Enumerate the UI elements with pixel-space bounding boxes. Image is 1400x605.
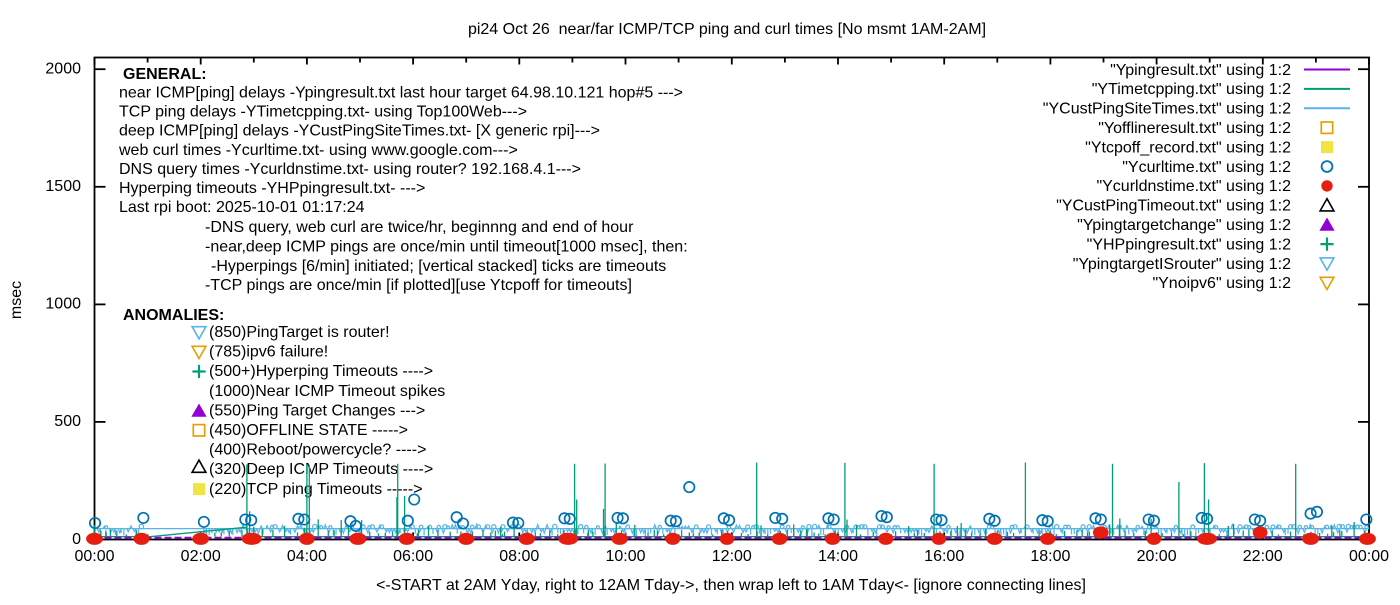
svg-text:-DNS query, web curl are twice: -DNS query, web curl are twice/hr, begin… <box>205 219 634 236</box>
svg-text:"YCustPingSiteTimes.txt" using: "YCustPingSiteTimes.txt" using 1:2 <box>1043 101 1291 118</box>
svg-text:(450)OFFLINE STATE ----->: (450)OFFLINE STATE -----> <box>209 422 408 439</box>
svg-text:deep ICMP[ping] delays -YCustP: deep ICMP[ping] delays -YCustPingSiteTim… <box>119 123 600 140</box>
svg-text:14:00: 14:00 <box>818 548 858 565</box>
svg-text:-TCP pings are once/min [if pl: -TCP pings are once/min [if plotted][use… <box>205 277 632 294</box>
svg-text:"Ytcpoff_record.txt" using 1:2: "Ytcpoff_record.txt" using 1:2 <box>1085 139 1291 156</box>
svg-text:1000: 1000 <box>45 296 81 313</box>
svg-text:08:00: 08:00 <box>499 548 539 565</box>
svg-text:16:00: 16:00 <box>924 548 964 565</box>
svg-text:near ICMP[ping] delays -Ypingr: near ICMP[ping] delays -Ypingresult.txt … <box>119 85 683 102</box>
svg-text:(850)PingTarget is router!: (850)PingTarget is router! <box>209 324 390 341</box>
svg-text:Hyperping timeouts -YHPpingres: Hyperping timeouts -YHPpingresult.txt- -… <box>119 180 425 197</box>
svg-text:Last rpi boot: 2025-10-01 01:1: Last rpi boot: 2025-10-01 01:17:24 <box>119 199 365 216</box>
svg-text:-near,deep ICMP pings are once: -near,deep ICMP pings are once/min until… <box>205 238 688 255</box>
svg-text:(220)TCP ping Timeouts ----->: (220)TCP ping Timeouts -----> <box>209 481 423 498</box>
svg-text:20:00: 20:00 <box>1137 548 1177 565</box>
svg-text:ANOMALIES:: ANOMALIES: <box>123 307 224 324</box>
svg-text:06:00: 06:00 <box>393 548 433 565</box>
svg-text:02:00: 02:00 <box>181 548 221 565</box>
svg-text:00:00: 00:00 <box>1349 548 1389 565</box>
svg-text:"Ycurldnstime.txt" using 1:2: "Ycurldnstime.txt" using 1:2 <box>1096 178 1291 195</box>
svg-text:(1000)Near ICMP Timeout spikes: (1000)Near ICMP Timeout spikes <box>209 383 445 400</box>
svg-text:(550)Ping Target Changes --->: (550)Ping Target Changes ---> <box>209 402 425 419</box>
svg-text:00:00: 00:00 <box>74 548 114 565</box>
svg-text:pi24 Oct 26 near/far ICMP/TCP: pi24 Oct 26 near/far ICMP/TCP ping and c… <box>468 21 986 38</box>
svg-text:"YTimetcpping.txt" using 1:2: "YTimetcpping.txt" using 1:2 <box>1092 81 1291 98</box>
svg-text:12:00: 12:00 <box>712 548 752 565</box>
svg-text:"Ypingresult.txt" using 1:2: "Ypingresult.txt" using 1:2 <box>1110 62 1291 79</box>
svg-text:DNS query times -Ycurldnstime.: DNS query times -Ycurldnstime.txt- using… <box>119 161 581 178</box>
svg-text:500: 500 <box>54 413 81 430</box>
svg-text:(500+)Hyperping Timeouts ---->: (500+)Hyperping Timeouts ----> <box>209 363 433 380</box>
svg-text:msec: msec <box>8 281 25 319</box>
svg-text:"YpingtargetISrouter" using 1:: "YpingtargetISrouter" using 1:2 <box>1073 256 1291 273</box>
svg-text:"Yofflineresult.txt" using 1:2: "Yofflineresult.txt" using 1:2 <box>1098 120 1291 137</box>
svg-text:"Ycurltime.txt" using 1:2: "Ycurltime.txt" using 1:2 <box>1122 159 1291 176</box>
svg-text:<-START at 2AM Yday, right to: <-START at 2AM Yday, right to 12AM Tday-… <box>376 577 1086 594</box>
svg-text:18:00: 18:00 <box>1030 548 1070 565</box>
svg-text:"Ypingtargetchange" using 1:2: "Ypingtargetchange" using 1:2 <box>1077 217 1291 234</box>
svg-text:"Ynoipv6" using 1:2: "Ynoipv6" using 1:2 <box>1152 275 1291 292</box>
svg-text:(320)Deep ICMP Timeouts ---->: (320)Deep ICMP Timeouts ----> <box>209 461 433 478</box>
svg-text:1500: 1500 <box>45 178 81 195</box>
svg-text:10:00: 10:00 <box>605 548 645 565</box>
svg-text:(785)ipv6 failure!: (785)ipv6 failure! <box>209 344 328 361</box>
svg-text:GENERAL:: GENERAL: <box>123 66 207 83</box>
svg-text:(400)Reboot/powercycle? ---->: (400)Reboot/powercycle? ----> <box>209 442 426 459</box>
svg-text:"YCustPingTimeout.txt" using 1: "YCustPingTimeout.txt" using 1:2 <box>1056 198 1291 215</box>
svg-text:2000: 2000 <box>45 61 81 78</box>
svg-text:22:00: 22:00 <box>1243 548 1283 565</box>
svg-text:0: 0 <box>72 531 81 548</box>
svg-text:TCP ping delays -YTimetcpping.: TCP ping delays -YTimetcpping.txt- using… <box>119 104 527 121</box>
svg-text:web curl times -Ycurltime.txt-: web curl times -Ycurltime.txt- using www… <box>118 142 518 159</box>
svg-text:04:00: 04:00 <box>287 548 327 565</box>
svg-text:"YHPpingresult.txt" using 1:2: "YHPpingresult.txt" using 1:2 <box>1087 236 1291 253</box>
svg-text:-Hyperpings [6/min] initiated;: -Hyperpings [6/min] initiated; [vertical… <box>211 258 666 275</box>
